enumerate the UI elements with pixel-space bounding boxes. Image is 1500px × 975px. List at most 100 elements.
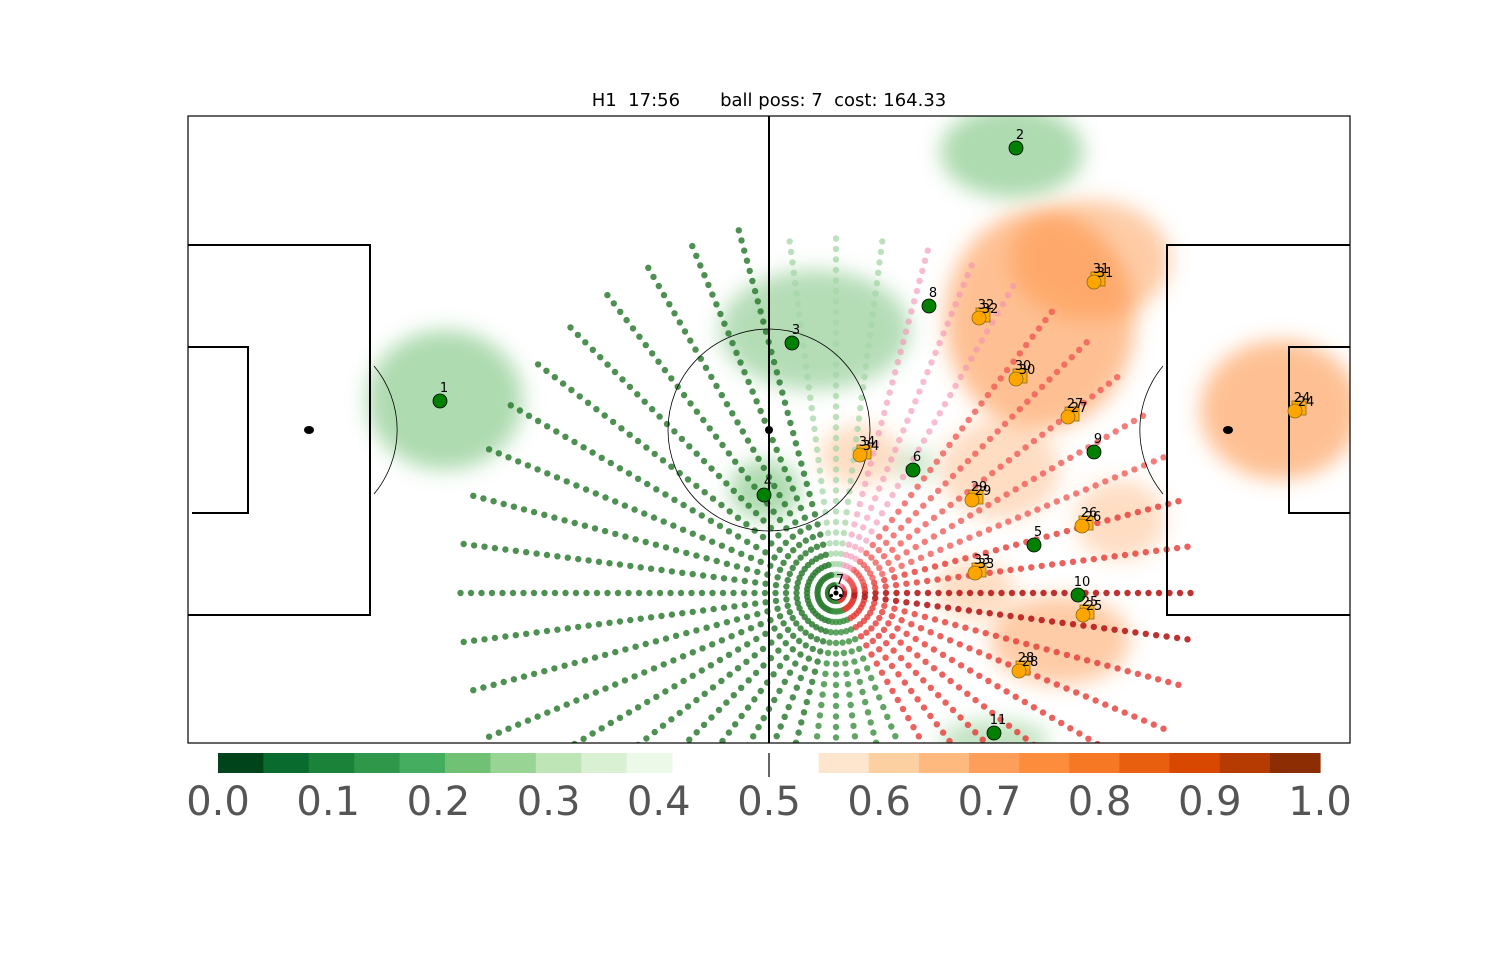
colorbar-tick-label: 0.9 [1178,779,1242,825]
ray-dot [875,632,882,639]
ray-dot [807,785,813,791]
ray-dot [676,709,683,717]
ray-dot [1150,458,1158,465]
ray-dot [485,733,493,740]
ray-dot [848,712,856,719]
ray-dot [955,605,962,613]
ray-dot [876,259,883,266]
colorbar-orange-cell [1119,753,1171,773]
ray-dot [524,717,532,724]
ray-dot [913,600,920,607]
ray-dot [930,533,938,540]
ray-dot [782,589,790,597]
ray-dot [776,633,783,640]
ray-dot [617,871,623,877]
ray-dot [734,514,742,521]
ray-dot [602,685,609,692]
ray-dot [745,677,752,684]
ray-dot [1017,565,1025,572]
ray-dot [948,869,954,875]
ray-dot [931,616,939,623]
player-3: 3 [784,323,800,351]
ray-dot [470,492,477,499]
ray-dot [747,912,753,918]
ray-dot [979,736,986,743]
ray-dot [876,646,883,653]
ray-dot [782,539,789,546]
ray-dot [889,491,896,499]
ray-dot [637,564,644,571]
ray-dot [879,608,886,616]
ray-dot [944,604,952,611]
ray-dot [593,589,601,597]
colorbar-tick-label: 0.0 [186,779,250,825]
ray-dot [583,589,590,597]
ray-dot [580,735,587,742]
ray-dot [653,486,660,493]
ray-dot [803,698,810,706]
ray-dot [1084,841,1090,847]
ray-dot [888,723,895,730]
ray-dot [632,643,639,650]
ray-dot [832,487,840,494]
ray-dot [1173,544,1181,552]
ray-dot [709,538,716,545]
ray-dot [1063,651,1071,659]
ray-dot [872,595,879,602]
ray-dot [903,549,910,556]
ray-dot [533,629,540,636]
player-number: 24 [1294,391,1311,406]
ray-dot [512,632,519,639]
ray-dot [747,554,755,561]
ray-dot [888,516,896,524]
ray-dot [807,633,815,640]
ray-dot [833,839,839,845]
player-number: 31 [1093,262,1110,277]
ray-dot [771,696,778,704]
ray-dot [607,719,614,727]
ray-dot [813,543,821,550]
ray-dot [670,657,677,664]
colorbar-green-cell [490,753,537,773]
ray-dot [729,410,736,417]
ray-dot [940,849,946,855]
ray-dot [948,310,955,318]
ray-dot [803,363,810,370]
ray-dot [832,639,840,647]
ray-dot [842,519,849,526]
ray-dot [786,238,793,245]
ray-dot [1094,438,1101,446]
player-number-shadow: 32 [982,302,999,317]
ray-dot [753,543,760,551]
ray-dot [571,519,578,527]
player-number: 10 [1074,575,1091,590]
ray-dot [809,775,815,781]
ray-dot [541,668,548,675]
ray-dot [1039,470,1047,477]
ray-dot [786,510,794,517]
left-penalty-spot [304,426,314,434]
ray-dot [824,529,832,537]
ray-dot [985,501,992,509]
ray-dot [723,480,730,487]
ray-dot [751,696,758,703]
ray-dot [553,474,561,481]
ray-dot [1092,482,1099,489]
ray-dot [912,782,918,788]
ray-dot [914,589,921,597]
ray-dot [744,922,750,928]
ray-dot [892,446,899,453]
ray-dot [1010,282,1017,290]
ray-dot [911,882,917,888]
ray-dot [1033,643,1040,650]
ray-dot [986,435,994,443]
ray-dot [922,521,929,528]
ray-dot [911,568,918,576]
ray-dot [1035,325,1043,332]
ray-dot [797,625,804,632]
ray-dot [709,589,716,597]
ray-dot [997,463,1004,470]
ray-dot [996,611,1004,618]
